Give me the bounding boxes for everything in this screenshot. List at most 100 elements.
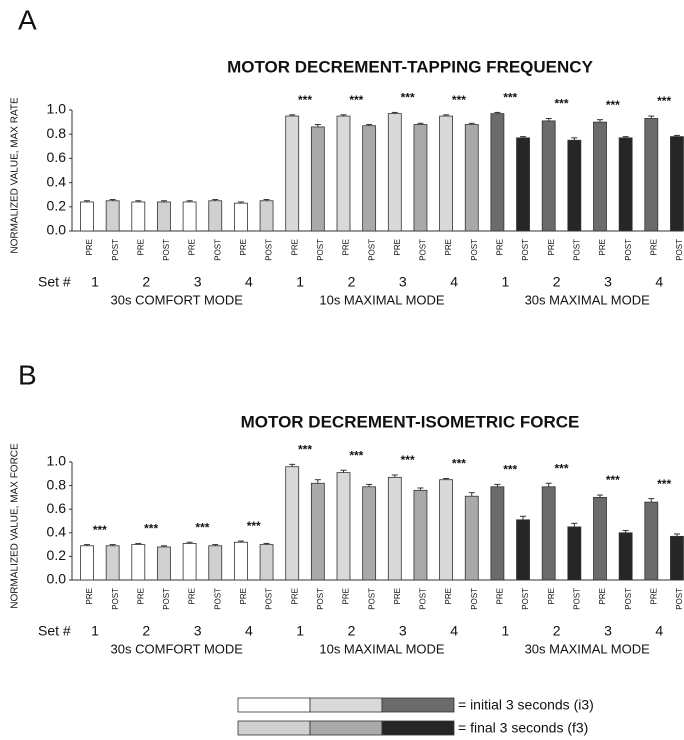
y-axis-label: NORMALIZED VALUE, MAX FORCE [10, 443, 21, 609]
bar [233, 541, 248, 581]
significance-label: *** [401, 453, 415, 467]
bar [208, 545, 223, 581]
x-tick-label: POST [470, 239, 479, 261]
group-label: 30s MAXIMAL MODE [525, 292, 651, 307]
set-number: 4 [245, 274, 253, 290]
set-number: 2 [553, 623, 561, 639]
x-tick-label: PRE [393, 239, 402, 255]
legend-label: = initial 3 seconds (i3) [458, 697, 594, 713]
set-number: 2 [142, 274, 150, 290]
x-tick-label: PRE [85, 239, 94, 255]
x-tick-label: PRE [290, 588, 299, 604]
x-tick-label: POST [265, 239, 274, 261]
x-tick-label: POST [213, 588, 222, 610]
y-tick-label: 0.8 [47, 125, 67, 141]
bar [259, 200, 274, 232]
bar [490, 486, 505, 581]
set-number: 1 [502, 274, 510, 290]
x-tick-label: POST [521, 588, 530, 610]
x-tick-label: POST [572, 588, 581, 610]
x-tick-label: PRE [342, 239, 351, 255]
set-number: 3 [399, 274, 407, 290]
x-tick-label: PRE [239, 239, 248, 255]
x-tick-label: POST [111, 588, 120, 610]
set-number: 1 [91, 274, 99, 290]
significance-label: *** [144, 522, 158, 536]
significance-label: *** [298, 93, 312, 107]
y-tick-label: 0.2 [47, 547, 67, 563]
panel-label: B [18, 359, 37, 390]
x-tick-label: POST [265, 588, 274, 610]
significance-label: *** [503, 463, 517, 477]
bar [336, 472, 351, 581]
bar [593, 121, 607, 232]
legend-label: = final 3 seconds (f3) [458, 720, 588, 736]
x-tick-label: PRE [136, 239, 145, 255]
set-number: 2 [142, 623, 150, 639]
bar [285, 115, 300, 232]
x-tick-label: PRE [547, 588, 556, 604]
legend-swatch [309, 720, 383, 736]
significance-label: *** [657, 94, 671, 108]
y-tick-label: 0.6 [47, 500, 67, 516]
x-tick-label: POST [367, 588, 376, 610]
group-label: 30s MAXIMAL MODE [525, 641, 651, 656]
bar [567, 139, 582, 232]
x-tick-label: PRE [393, 588, 402, 604]
x-tick-label: POST [675, 588, 684, 610]
bar [516, 137, 530, 232]
x-tick-label: PRE [496, 588, 505, 604]
significance-label: *** [349, 448, 363, 462]
bar [387, 113, 402, 232]
set-number: 3 [604, 274, 612, 290]
bar [541, 486, 556, 581]
y-tick-label: 1.0 [47, 453, 67, 469]
x-tick-label: POST [213, 239, 222, 261]
legend-swatch [237, 720, 311, 736]
bar [439, 479, 454, 581]
group-label: 30s COMFORT MODE [111, 641, 244, 656]
bar [310, 482, 325, 581]
significance-label: *** [606, 98, 620, 112]
x-tick-label: POST [470, 588, 479, 610]
group-label: 10s MAXIMAL MODE [319, 641, 445, 656]
bar [618, 137, 633, 232]
bar [670, 136, 684, 232]
bar [105, 545, 120, 581]
significance-label: *** [555, 97, 569, 111]
bar [413, 489, 428, 581]
x-tick-label: POST [419, 588, 428, 610]
bar [567, 526, 582, 581]
x-tick-label: POST [624, 239, 633, 261]
bar [618, 532, 633, 581]
bar [310, 126, 325, 232]
x-tick-label: POST [521, 239, 530, 261]
bar [670, 535, 684, 581]
set-number: 2 [348, 274, 356, 290]
x-tick-label: PRE [290, 239, 299, 255]
x-tick-label: POST [111, 239, 120, 261]
bar [182, 543, 197, 581]
bar [233, 202, 248, 232]
x-tick-label: POST [162, 239, 171, 261]
set-number: 4 [655, 274, 663, 290]
y-tick-label: 0.8 [47, 476, 67, 492]
bar [490, 113, 505, 232]
bar [105, 200, 120, 232]
x-tick-label: PRE [444, 588, 453, 604]
x-tick-label: PRE [188, 239, 197, 255]
x-tick-label: POST [624, 588, 633, 610]
set-number: 3 [399, 623, 407, 639]
panel-label: A [18, 4, 37, 35]
significance-label: *** [93, 523, 107, 537]
set-number: 1 [502, 623, 510, 639]
bar [285, 466, 300, 581]
set-number: 1 [296, 623, 304, 639]
bar [157, 546, 171, 581]
x-tick-label: PRE [598, 588, 607, 604]
x-tick-label: POST [316, 588, 325, 610]
bar [516, 519, 530, 581]
group-label: 10s MAXIMAL MODE [319, 292, 445, 307]
set-number: 2 [348, 623, 356, 639]
set-number: 4 [655, 623, 663, 639]
